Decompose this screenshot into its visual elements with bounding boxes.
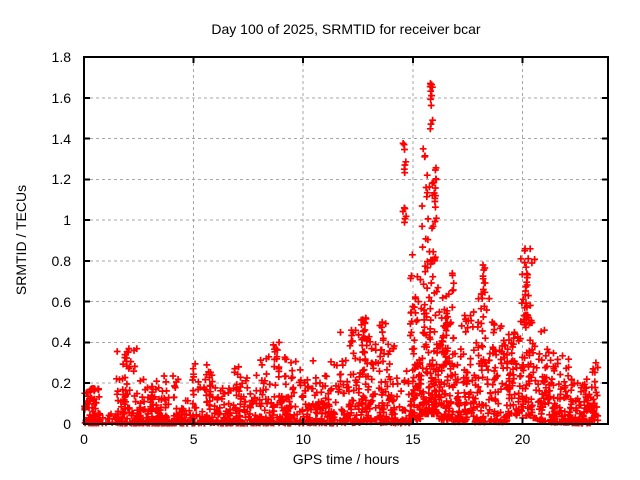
y-tick-label-0.2: 0.2: [51, 375, 71, 392]
grid-lines: [84, 57, 608, 424]
y-tick-label-1.2: 1.2: [51, 171, 71, 188]
x-tick-label-20: 20: [514, 431, 531, 447]
y-tick-label-1.4: 1.4: [51, 130, 71, 147]
plot-border: [83, 56, 609, 425]
scatter-points: [81, 80, 602, 427]
y-tick-label-0.4: 0.4: [51, 334, 71, 351]
x-tick-label-0: 0: [80, 431, 88, 447]
y-tick-label-0.6: 0.6: [51, 293, 71, 310]
x-tick-label-10: 10: [295, 431, 312, 447]
x-tick-label-15: 15: [405, 431, 421, 447]
x-tick-label-5: 5: [189, 431, 198, 447]
y-tick-label-1.6: 1.6: [51, 89, 71, 106]
tick-marks: [83, 56, 608, 425]
y-tick-label-0.8: 0.8: [51, 252, 71, 269]
y-axis-label: SRMTID / TECUs: [13, 184, 29, 296]
y-tick-label-1: 1: [63, 212, 71, 229]
x-axis-label: GPS time / hours: [292, 451, 400, 467]
y-tick-label-0: 0: [63, 416, 71, 432]
chart-title: Day 100 of 2025, SRMTID for receiver bca…: [211, 21, 481, 37]
y-tick-label-1.8: 1.8: [51, 49, 71, 65]
